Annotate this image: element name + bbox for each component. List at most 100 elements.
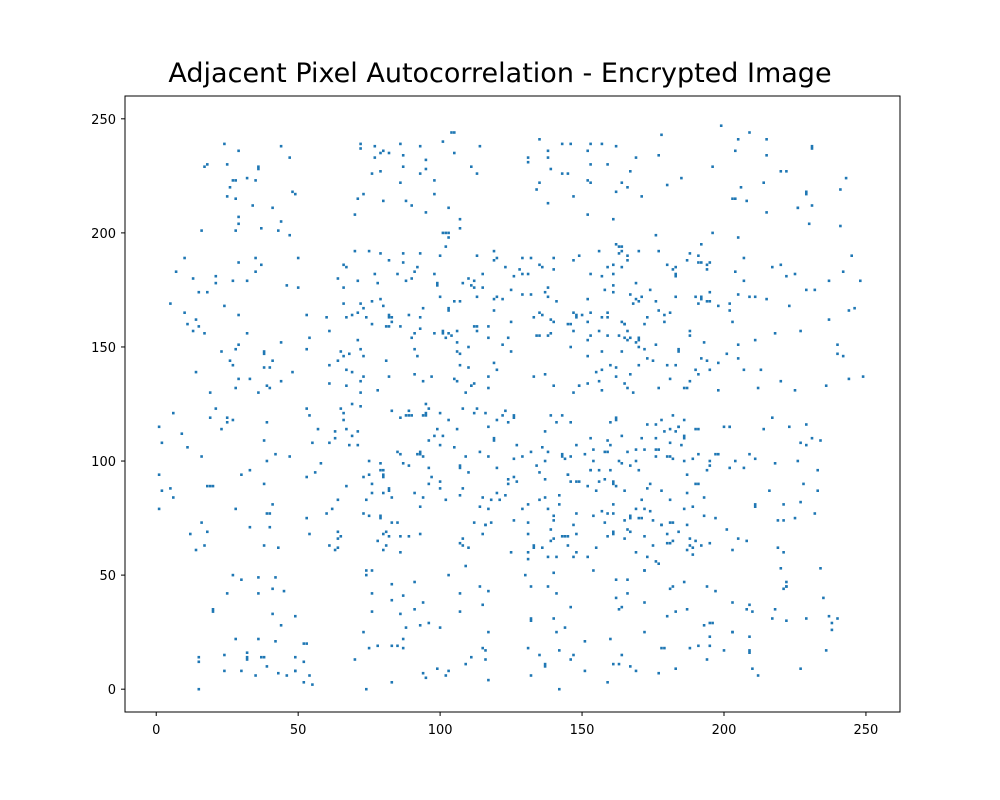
- scatter-point: [751, 667, 754, 670]
- scatter-point: [458, 300, 462, 303]
- scatter-point: [413, 608, 416, 611]
- scatter-point: [382, 532, 385, 536]
- scatter-point: [665, 263, 669, 267]
- scatter-point: [830, 621, 834, 625]
- scatter-point: [688, 646, 692, 650]
- scatter-point: [370, 610, 374, 613]
- scatter-point: [418, 532, 422, 536]
- scatter-point: [572, 523, 575, 527]
- scatter-point: [620, 181, 624, 184]
- scatter-point: [700, 243, 703, 246]
- scatter-point: [387, 375, 391, 378]
- scatter-point: [345, 316, 348, 319]
- scatter-point: [612, 662, 615, 666]
- scatter-point: [458, 494, 462, 497]
- scatter-point: [197, 660, 201, 664]
- scatter-point: [753, 295, 757, 299]
- scatter-point: [626, 386, 629, 390]
- scatter-point: [467, 277, 470, 280]
- scatter-point: [172, 496, 175, 499]
- scatter-point: [330, 507, 334, 511]
- scatter-point: [495, 418, 499, 422]
- scatter-point: [810, 144, 814, 148]
- scatter-point: [294, 669, 297, 673]
- scatter-point: [742, 256, 746, 260]
- scatter-point: [640, 516, 643, 520]
- scatter-point: [288, 156, 291, 159]
- scatter-point: [583, 452, 587, 456]
- scatter-point: [663, 646, 666, 650]
- scatter-point: [291, 370, 294, 374]
- scatter-point: [214, 274, 218, 278]
- scatter-point: [492, 259, 496, 262]
- scatter-point: [484, 411, 487, 415]
- scatter-point: [234, 179, 237, 182]
- scatter-point: [572, 195, 575, 198]
- scatter-point: [481, 646, 484, 650]
- scatter-point: [390, 598, 394, 602]
- scatter-point: [824, 384, 828, 387]
- scatter-point: [336, 277, 340, 280]
- scatter-point: [697, 452, 700, 456]
- scatter-point: [370, 300, 374, 303]
- scatter-point: [685, 386, 689, 390]
- scatter-point: [592, 514, 595, 518]
- scatter-point: [211, 608, 215, 611]
- scatter-point: [254, 674, 257, 677]
- scatter-point: [705, 468, 709, 472]
- scatter-point: [549, 332, 553, 335]
- scatter-point: [228, 359, 232, 362]
- scatter-point: [569, 455, 572, 458]
- scatter-point: [668, 521, 672, 524]
- scatter-point: [674, 295, 677, 299]
- scatter-point: [501, 297, 504, 301]
- scatter-point: [535, 334, 538, 337]
- scatter-point: [345, 427, 348, 431]
- scatter-point: [634, 669, 638, 673]
- scatter-point: [271, 587, 274, 591]
- scatter-point: [492, 297, 496, 301]
- scatter-point: [771, 617, 774, 620]
- scatter-point: [560, 172, 564, 175]
- scatter-point: [345, 384, 348, 387]
- scatter-point: [174, 270, 178, 273]
- scatter-point: [682, 436, 686, 440]
- scatter-point: [421, 379, 425, 383]
- scatter-point: [697, 302, 700, 305]
- scatter-point: [609, 637, 612, 641]
- scatter-point: [313, 471, 317, 474]
- scatter-point: [700, 357, 703, 360]
- scatter-point: [512, 416, 516, 419]
- scatter-point: [529, 450, 533, 454]
- scatter-point: [339, 407, 343, 410]
- scatter-point: [731, 601, 734, 604]
- scatter-point: [172, 411, 175, 415]
- scatter-point: [461, 407, 465, 410]
- scatter-point: [725, 352, 729, 356]
- scatter-point: [495, 368, 499, 372]
- scatter-point: [612, 530, 615, 534]
- scatter-point: [543, 496, 547, 499]
- scatter-point: [526, 503, 530, 506]
- scatter-point: [736, 343, 740, 346]
- scatter-point: [472, 325, 476, 328]
- scatter-point: [614, 416, 618, 419]
- scatter-point: [612, 263, 615, 267]
- scatter-point: [606, 311, 609, 314]
- scatter-point: [339, 535, 343, 538]
- scatter-point: [753, 338, 757, 342]
- scatter-point: [225, 195, 229, 198]
- scatter-point: [705, 300, 709, 303]
- scatter-point: [407, 414, 411, 417]
- scatter-point: [583, 640, 587, 643]
- scatter-point: [367, 473, 371, 476]
- scatter-point: [546, 555, 550, 559]
- scatter-point: [453, 131, 456, 134]
- scatter-point: [325, 512, 328, 515]
- scatter-point: [810, 436, 814, 440]
- scatter-point: [671, 539, 675, 543]
- scatter-point: [197, 325, 201, 328]
- scatter-point: [603, 478, 607, 481]
- scatter-point: [526, 551, 530, 554]
- y-tick-label: 0: [108, 683, 116, 698]
